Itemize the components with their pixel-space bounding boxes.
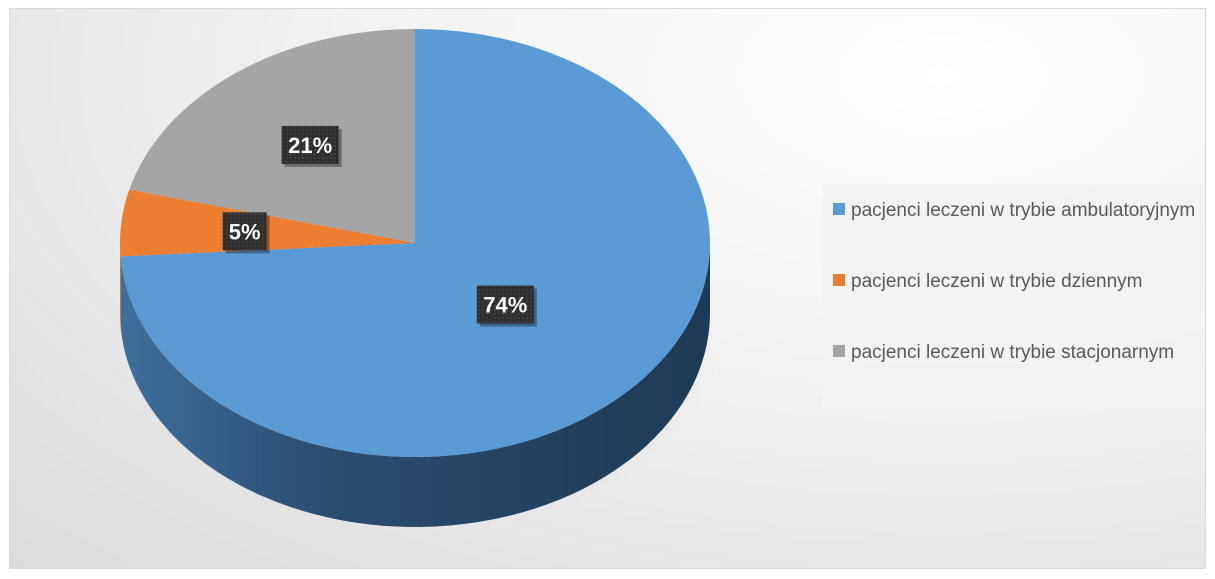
legend: pacjenci leczeni w trybie ambulatoryjnym… <box>823 184 1204 408</box>
legend-swatch-ambulatory <box>833 203 845 215</box>
data-label-text-inpatient: 21% <box>288 133 332 158</box>
data-label-text-ambulatory: 74% <box>483 293 527 318</box>
legend-swatch-day <box>833 274 845 286</box>
chart-area: 74% 5% 21% pacjenci leczeni w trybie ambul… <box>9 8 1206 569</box>
pie-slice-ambulatory <box>120 29 711 458</box>
pie-slice-day <box>120 189 416 257</box>
data-label-ambulatory: 74% <box>476 285 537 327</box>
pie-slice-inpatient <box>129 29 415 243</box>
legend-label-day: pacjenci leczeni w trybie dziennym <box>851 271 1143 292</box>
legend-swatch-inpatient <box>833 345 845 357</box>
legend-item-day: pacjenci leczeni w trybie dziennym <box>833 267 1198 297</box>
data-label-day: 5% <box>222 212 270 254</box>
pie-chart: 74% 5% 21% <box>120 29 722 529</box>
legend-label-inpatient: pacjenci leczeni w trybie stacjonarnym <box>851 342 1175 363</box>
data-label-text-day: 5% <box>229 219 261 244</box>
legend-item-inpatient: pacjenci leczeni w trybie stacjonarnym <box>833 338 1198 368</box>
legend-item-ambulatory: pacjenci leczeni w trybie ambulatoryjnym <box>833 196 1198 226</box>
legend-label-ambulatory: pacjenci leczeni w trybie ambulatoryjnym <box>851 200 1196 221</box>
pie-side-day <box>120 243 121 327</box>
pie-side-ambulatory <box>120 243 711 528</box>
data-label-inpatient: 21% <box>281 125 342 167</box>
